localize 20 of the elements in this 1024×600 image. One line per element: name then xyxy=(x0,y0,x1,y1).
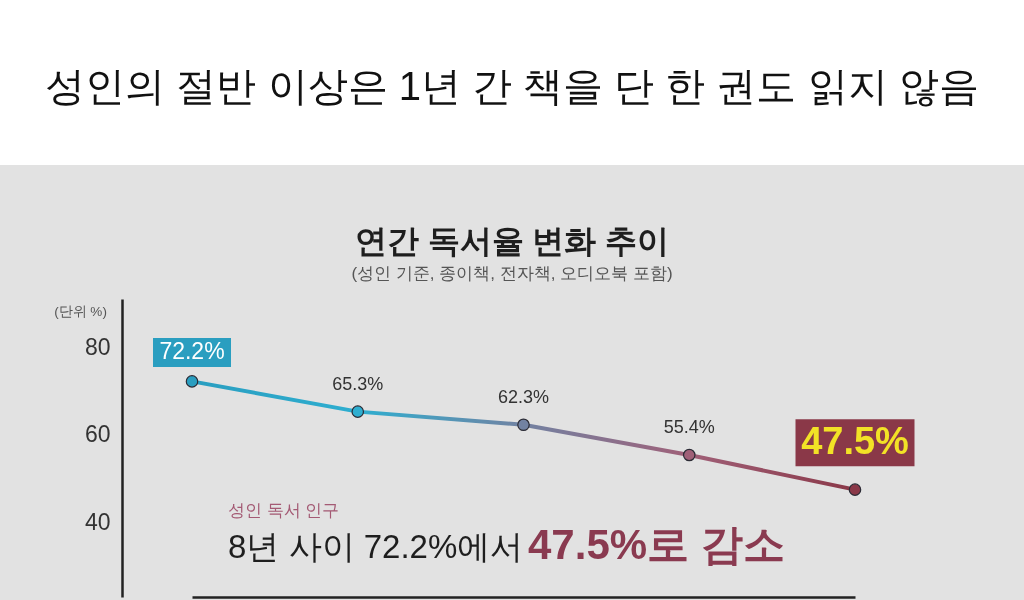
data-label: 62.3% xyxy=(497,386,550,407)
data-label: 72.2% xyxy=(159,338,225,365)
data-label: 65.3% xyxy=(332,373,384,394)
annotation: 성인 독서 인구 xyxy=(228,501,340,520)
chart-subtitle: 연간 독서율 변화 추이 xyxy=(354,223,670,259)
point xyxy=(185,375,199,388)
data-label: 47.5% xyxy=(801,419,909,462)
y-tick-label: 40 xyxy=(84,509,111,535)
text: (성인 기준, 종이책, 전자책, 오디오북 포함) xyxy=(351,264,673,283)
point xyxy=(351,405,365,418)
point xyxy=(682,448,696,462)
annotation: 8년 사이 72.2%에서 xyxy=(228,528,524,565)
point xyxy=(517,418,530,432)
annotation: 47.5%로 감소 xyxy=(528,521,785,568)
y-tick-label: 60 xyxy=(84,421,111,448)
y-axis-title: (단위 %) xyxy=(54,303,107,319)
chart-title: 성인의 절반 이상은 1년 간 책을 단 한 권도 읽지 않음 xyxy=(45,64,979,108)
y-tick-label: 80 xyxy=(84,333,111,360)
point xyxy=(848,483,862,496)
data-label: 55.4% xyxy=(663,417,715,438)
